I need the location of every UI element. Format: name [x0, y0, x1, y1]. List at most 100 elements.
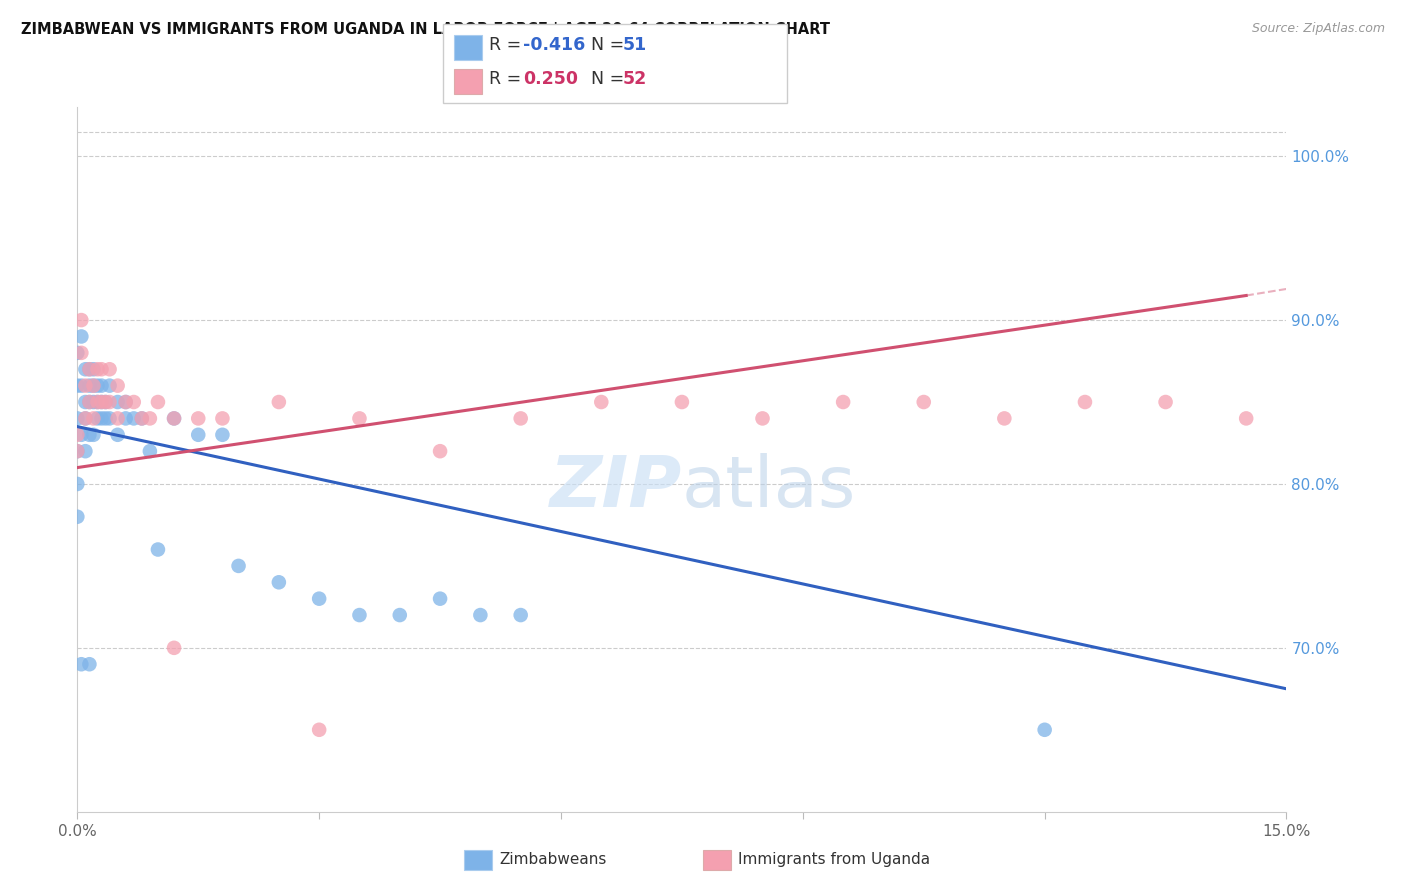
Point: [187, 427, 209, 442]
Text: ZIP: ZIP: [550, 453, 682, 522]
Point: [66, 444, 89, 458]
Point: [470, 608, 492, 623]
Point: [122, 411, 145, 425]
Point: [94, 395, 117, 409]
Text: R =: R =: [489, 37, 527, 54]
Text: Source: ZipAtlas.com: Source: ZipAtlas.com: [1251, 22, 1385, 36]
Point: [993, 411, 1015, 425]
Point: [79, 395, 101, 409]
Point: [912, 395, 935, 409]
Point: [308, 723, 330, 737]
Text: ZIMBABWEAN VS IMMIGRANTS FROM UGANDA IN LABOR FORCE | AGE 20-64 CORRELATION CHAR: ZIMBABWEAN VS IMMIGRANTS FROM UGANDA IN …: [21, 22, 830, 38]
Text: N =: N =: [591, 70, 630, 88]
Point: [98, 395, 121, 409]
Point: [267, 395, 290, 409]
Point: [187, 411, 209, 425]
Point: [79, 427, 101, 442]
Point: [75, 411, 97, 425]
Point: [1234, 411, 1257, 425]
Point: [82, 395, 104, 409]
Point: [1074, 395, 1097, 409]
Text: 0.250: 0.250: [523, 70, 578, 88]
Point: [70, 313, 93, 327]
Point: [107, 378, 129, 392]
Point: [90, 395, 112, 409]
Point: [86, 362, 108, 376]
Text: 52: 52: [623, 70, 647, 88]
Point: [86, 395, 108, 409]
Point: [90, 395, 112, 409]
Text: R =: R =: [489, 70, 527, 88]
Point: [66, 477, 89, 491]
Point: [70, 378, 93, 392]
Point: [66, 378, 89, 392]
Point: [90, 362, 112, 376]
Point: [75, 395, 97, 409]
Text: N =: N =: [591, 37, 630, 54]
Point: [131, 411, 153, 425]
Point: [86, 378, 108, 392]
Point: [131, 411, 153, 425]
Point: [211, 411, 233, 425]
Text: Zimbabweans: Zimbabweans: [499, 853, 606, 867]
Point: [75, 362, 97, 376]
Point: [349, 411, 371, 425]
Point: [163, 640, 186, 655]
Point: [163, 411, 186, 425]
Point: [66, 427, 89, 442]
Point: [114, 411, 136, 425]
Point: [671, 395, 693, 409]
Point: [79, 395, 101, 409]
Text: Immigrants from Uganda: Immigrants from Uganda: [738, 853, 931, 867]
Point: [70, 329, 93, 343]
Point: [75, 444, 97, 458]
Text: 51: 51: [623, 37, 647, 54]
Point: [98, 378, 121, 392]
Point: [70, 346, 93, 360]
Point: [86, 411, 108, 425]
Point: [114, 395, 136, 409]
Point: [107, 395, 129, 409]
Point: [509, 411, 531, 425]
Point: [1154, 395, 1177, 409]
Point: [82, 362, 104, 376]
Point: [267, 575, 290, 590]
Point: [66, 411, 89, 425]
Point: [832, 395, 855, 409]
Point: [75, 411, 97, 425]
Point: [308, 591, 330, 606]
Point: [79, 657, 101, 672]
Point: [146, 395, 169, 409]
Point: [82, 378, 104, 392]
Point: [79, 362, 101, 376]
Point: [163, 411, 186, 425]
Point: [228, 558, 250, 573]
Point: [70, 427, 93, 442]
Point: [107, 427, 129, 442]
Point: [429, 591, 451, 606]
Point: [90, 411, 112, 425]
Point: [82, 411, 104, 425]
Point: [94, 411, 117, 425]
Point: [146, 542, 169, 557]
Point: [139, 411, 162, 425]
Point: [70, 657, 93, 672]
Point: [66, 346, 89, 360]
Point: [82, 378, 104, 392]
Point: [79, 378, 101, 392]
Point: [211, 427, 233, 442]
Point: [98, 362, 121, 376]
Point: [66, 444, 89, 458]
Point: [94, 395, 117, 409]
Point: [82, 427, 104, 442]
Point: [1033, 723, 1056, 737]
Point: [509, 608, 531, 623]
Point: [349, 608, 371, 623]
Point: [75, 378, 97, 392]
Point: [90, 378, 112, 392]
Point: [107, 411, 129, 425]
Point: [98, 411, 121, 425]
Point: [86, 395, 108, 409]
Text: -0.416: -0.416: [523, 37, 585, 54]
Point: [751, 411, 773, 425]
